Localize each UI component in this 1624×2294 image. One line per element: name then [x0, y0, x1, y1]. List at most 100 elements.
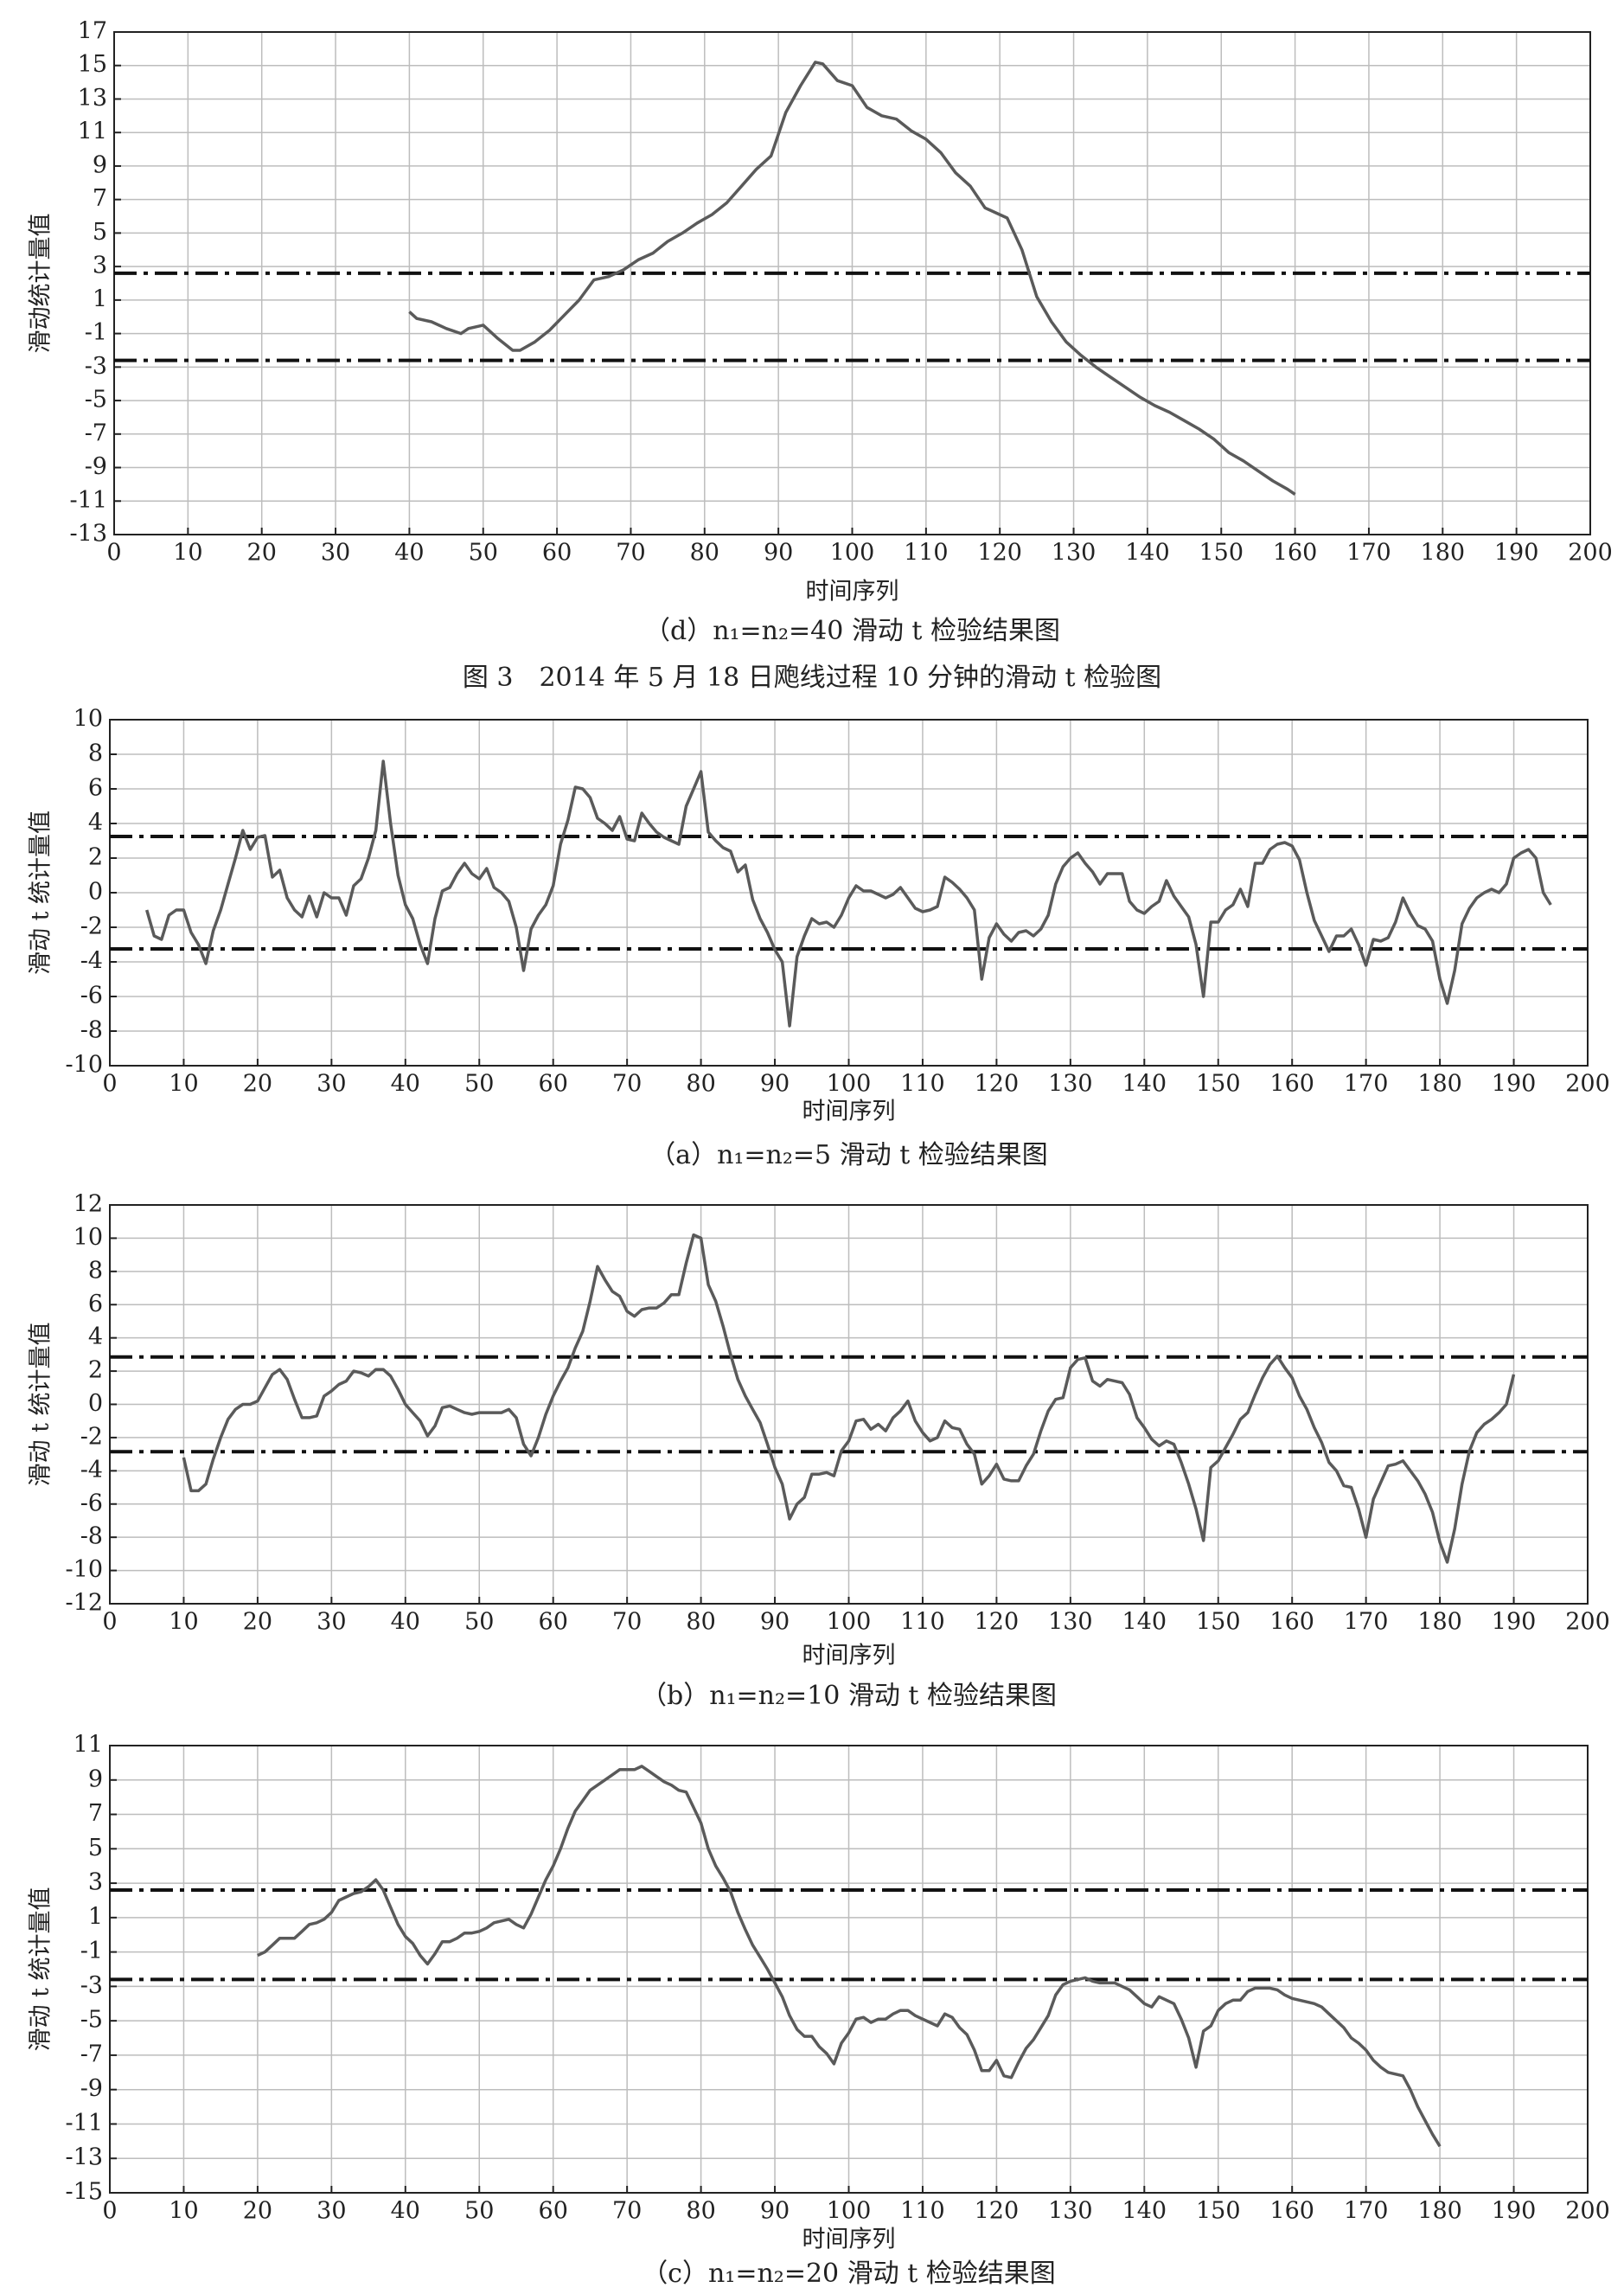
x-tick-label: 50	[464, 1609, 494, 1636]
x-tick-label: 80	[686, 2198, 715, 2225]
x-tick-label: 30	[316, 2198, 346, 2225]
y-tick-label: 6	[88, 775, 103, 802]
x-tick-label: 180	[1417, 1071, 1462, 1098]
y-tick-label: -13	[70, 521, 107, 548]
x-tick-label: 140	[1122, 1609, 1167, 1636]
y-tick-label: 8	[88, 1257, 103, 1284]
x-tick-label: 170	[1344, 1071, 1389, 1098]
x-tick-label: 170	[1344, 2198, 1389, 2225]
y-tick-label: 4	[88, 1323, 103, 1350]
x-tick-label: 0	[106, 540, 121, 567]
y-tick-label: 7	[93, 185, 107, 212]
x-tick-label: 10	[169, 1071, 198, 1098]
y-tick-label: 12	[74, 1191, 103, 1218]
x-tick-label: 100	[827, 1609, 872, 1636]
y-tick-label: -7	[85, 420, 107, 446]
y-tick-label: 10	[74, 1224, 103, 1251]
x-tick-label: 120	[977, 540, 1022, 567]
x-tick-label: 190	[1492, 2198, 1537, 2225]
y-tick-label: -9	[80, 2075, 103, 2102]
x-tick-label: 70	[616, 540, 645, 567]
y-tick-label: 4	[88, 810, 103, 836]
x-tick-label: 110	[900, 1609, 945, 1636]
x-tick-label: 140	[1122, 2198, 1167, 2225]
y-tick-label: 9	[88, 1765, 103, 1792]
x-tick-label: 80	[686, 1609, 715, 1636]
y-tick-label: 5	[93, 219, 107, 246]
x-tick-label: 90	[764, 540, 793, 567]
x-tick-label: 180	[1421, 540, 1466, 567]
x-tick-label: 190	[1494, 540, 1539, 567]
y-tick-label: -1	[85, 319, 107, 346]
data-line	[145, 759, 1552, 1028]
x-tick-label: 40	[391, 1609, 420, 1636]
y-axis-label: 滑动统计量值	[28, 214, 54, 354]
x-tick-label: 140	[1122, 1071, 1167, 1098]
y-tick-label: -9	[85, 453, 107, 480]
x-tick-label: 180	[1417, 2198, 1462, 2225]
y-tick-label: -3	[80, 1972, 103, 1999]
chart-caption: （a）n₁=n₂=5 滑动 t 检验结果图	[649, 1140, 1048, 1170]
x-tick-label: 160	[1269, 1609, 1314, 1636]
x-tick-label: 30	[321, 540, 350, 567]
y-tick-label: 8	[88, 740, 103, 767]
chart-caption: （c）n₁=n₂=20 滑动 t 检验结果图	[642, 2259, 1056, 2289]
y-tick-label: 5	[88, 1835, 103, 1861]
x-tick-label: 40	[391, 2198, 420, 2225]
y-axis-label: 滑动 t 统计量值	[28, 1322, 54, 1486]
y-tick-label: 2	[88, 1357, 103, 1384]
x-tick-label: 60	[539, 1609, 568, 1636]
y-tick-label: 1	[88, 1903, 103, 1930]
y-tick-label: 2	[88, 844, 103, 871]
x-tick-label: 130	[1048, 2198, 1093, 2225]
y-tick-label: -4	[80, 1457, 103, 1483]
y-tick-label: -5	[80, 2007, 103, 2034]
x-tick-label: 90	[760, 2198, 790, 2225]
x-tick-label: 20	[243, 2198, 272, 2225]
x-tick-label: 200	[1565, 1071, 1610, 1098]
x-tick-label: 110	[904, 540, 949, 567]
y-tick-label: -10	[66, 1556, 103, 1583]
x-tick-label: 100	[830, 540, 875, 567]
y-tick-label: -11	[70, 487, 107, 514]
x-axis-label: 时间序列	[802, 2227, 896, 2253]
x-tick-label: 70	[612, 2198, 642, 2225]
x-tick-label: 100	[827, 2198, 872, 2225]
x-tick-label: 10	[169, 1609, 198, 1636]
y-tick-label: -7	[80, 2041, 103, 2067]
x-tick-label: 40	[391, 1071, 420, 1098]
x-tick-label: 70	[612, 1071, 642, 1098]
y-tick-label: -6	[80, 983, 103, 1009]
x-tick-label: 80	[690, 540, 719, 567]
data-line	[257, 1765, 1442, 2148]
x-tick-label: 20	[243, 1609, 272, 1636]
x-tick-label: 0	[102, 2198, 117, 2225]
y-tick-label: -5	[85, 387, 107, 413]
y-tick-label: -3	[85, 353, 107, 380]
x-axis-label: 时间序列	[802, 1643, 896, 1669]
y-tick-label: -6	[80, 1490, 103, 1516]
x-tick-label: 140	[1125, 540, 1170, 567]
x-tick-label: 80	[686, 1071, 715, 1098]
y-tick-label: 9	[93, 151, 107, 178]
x-tick-label: 130	[1048, 1071, 1093, 1098]
y-tick-label: 1	[93, 285, 107, 312]
figure-title: 图 3 2014 年 5 月 18 日飑线过程 10 分钟的滑动 t 检验图	[463, 663, 1161, 693]
x-tick-label: 170	[1346, 540, 1391, 567]
chart-caption: （d）n₁=n₂=40 滑动 t 检验结果图	[644, 616, 1060, 646]
x-tick-label: 110	[900, 1071, 945, 1098]
y-tick-label: -15	[66, 2179, 103, 2206]
y-tick-label: 15	[78, 51, 107, 78]
x-tick-label: 130	[1048, 1609, 1093, 1636]
data-line	[182, 1233, 1516, 1564]
x-tick-label: 190	[1492, 1609, 1537, 1636]
x-tick-label: 60	[539, 2198, 568, 2225]
x-tick-label: 200	[1565, 2198, 1610, 2225]
x-tick-label: 90	[760, 1609, 790, 1636]
y-tick-label: -12	[66, 1590, 103, 1617]
y-tick-label: -8	[80, 1017, 103, 1044]
x-tick-label: 180	[1417, 1609, 1462, 1636]
x-tick-label: 150	[1196, 1609, 1241, 1636]
y-tick-label: -11	[66, 2110, 103, 2137]
x-tick-label: 130	[1052, 540, 1097, 567]
